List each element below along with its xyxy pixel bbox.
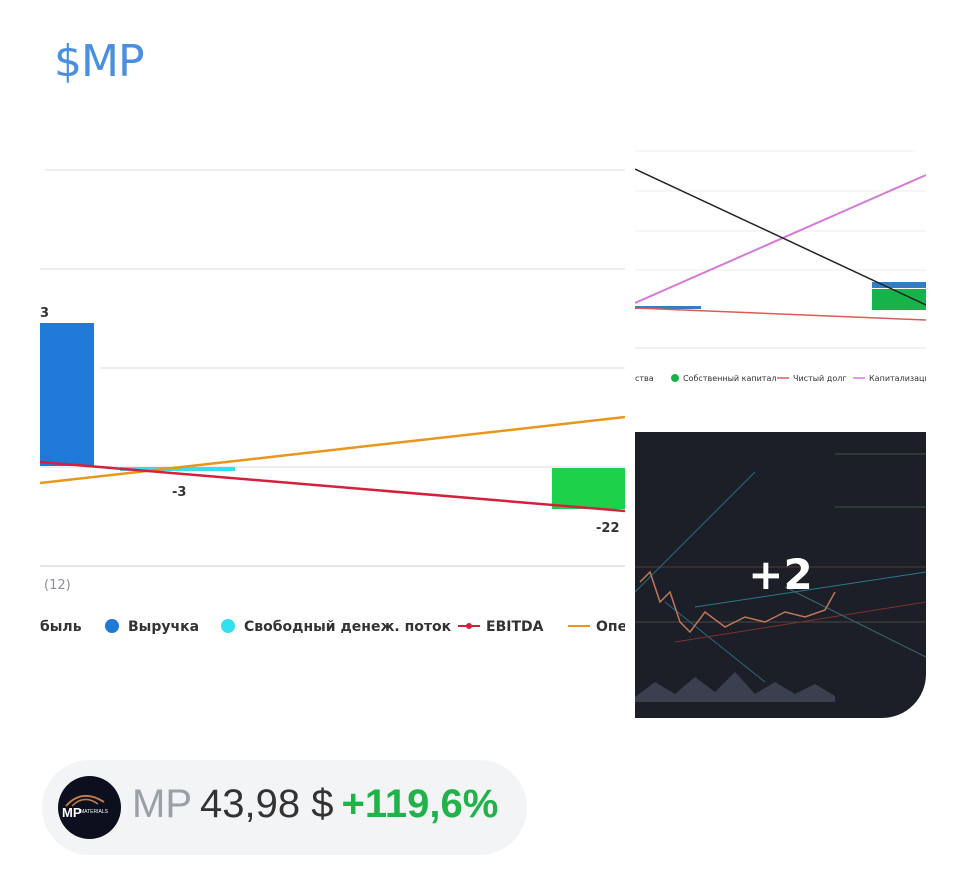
legend-item: Чистый долг	[793, 374, 847, 383]
ticker-symbol: MP	[132, 782, 192, 826]
net-debt-line	[635, 307, 926, 321]
price-line	[639, 570, 836, 634]
ebitda-line	[40, 460, 625, 513]
right-value-label: -22	[596, 521, 620, 536]
volume-bars	[635, 672, 835, 702]
equity-bar	[872, 289, 926, 310]
legend-item: Выручка	[128, 619, 199, 635]
financials-chart-graphic: 3 -3 -22 (12) быль Выручка Свободный ден…	[40, 169, 625, 635]
blue-bar-small	[635, 306, 701, 309]
trend-line	[664, 601, 766, 683]
balance-chart-graphic: ства Собственный капитал Чистый долг Кап…	[635, 150, 926, 383]
legend-item: ства	[635, 374, 654, 383]
post-image-balance-chart[interactable]: ства Собственный капитал Чистый долг Кап…	[635, 148, 926, 403]
legend-item: EBITDA	[486, 619, 544, 635]
post-image-price-chart-more[interactable]: +2	[635, 432, 926, 718]
operating-line	[40, 415, 625, 485]
cap-line	[635, 174, 926, 304]
blue-bar	[872, 282, 926, 288]
ticker-change: +119,6%	[341, 782, 499, 826]
ticker-chip[interactable]: MP MATERIALS MP 43,98 $ +119,6%	[42, 760, 527, 855]
green-bar	[552, 468, 625, 509]
legend-dot	[105, 619, 119, 633]
legend-item: Капитализация	[869, 374, 926, 383]
axis-label: (12)	[44, 578, 71, 593]
legend-item: Свободный денеж. поток	[244, 619, 452, 635]
trend-line	[784, 586, 926, 658]
legend-item: Собственный капитал	[683, 374, 776, 383]
legend-item: быль	[40, 619, 82, 635]
trend-line	[674, 601, 926, 643]
post-image-financials-chart[interactable]: 3 -3 -22 (12) быль Выручка Свободный ден…	[40, 140, 625, 660]
logo-subtext: MATERIALS	[80, 809, 108, 815]
logo-text: MP	[62, 805, 82, 820]
trend-line	[694, 571, 926, 608]
legend-item: Опе	[596, 619, 625, 635]
legend-dot	[221, 619, 235, 633]
post-title[interactable]: $MP	[54, 36, 144, 87]
top-value-label: 3	[40, 306, 49, 321]
black-line	[635, 168, 926, 306]
ticker-price: 43,98 $	[200, 782, 334, 826]
company-logo: MP MATERIALS	[58, 776, 121, 839]
trend-line	[635, 471, 756, 593]
revenue-bar	[40, 323, 94, 466]
fcf-value-label: -3	[172, 485, 186, 500]
price-chart-graphic	[635, 453, 926, 702]
more-images-count: +2	[748, 550, 813, 599]
